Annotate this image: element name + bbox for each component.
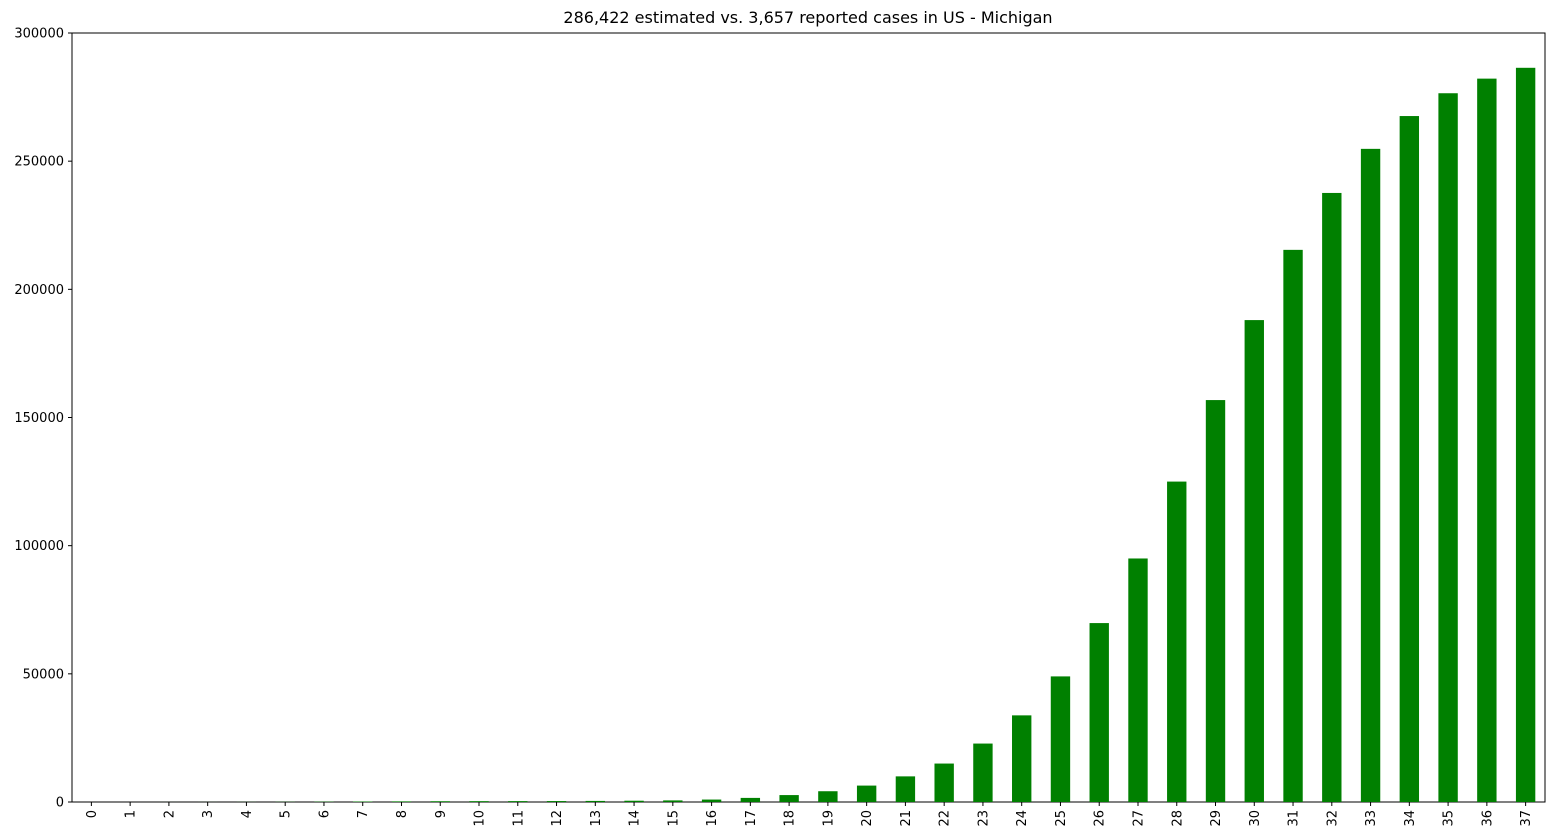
bar-26 [1089, 623, 1109, 802]
x-tick-label: 2 [162, 810, 177, 818]
y-tick-label: 150000 [14, 411, 64, 426]
bars-layer [81, 67, 1536, 803]
bar-36 [1477, 78, 1497, 802]
x-tick-label: 14 [628, 810, 643, 827]
bar-13 [585, 800, 605, 802]
bar-21 [895, 776, 916, 802]
x-tick-label: 32 [1325, 810, 1340, 827]
x-tick-label: 19 [821, 810, 836, 827]
x-tick-label: 11 [511, 810, 526, 827]
bar-16 [701, 799, 722, 802]
x-tick-label: 7 [356, 810, 371, 818]
bar-23 [973, 743, 993, 802]
bar-24 [1012, 715, 1032, 802]
chart-title: 286,422 estimated vs. 3,657 reported cas… [563, 8, 1052, 27]
x-tick-label: 27 [1131, 810, 1146, 827]
x-tick-label: 29 [1209, 810, 1224, 827]
x-tick-label: 12 [550, 810, 565, 827]
y-tick-label: 300000 [14, 27, 64, 42]
y-tick-label: 0 [56, 796, 64, 811]
bar-19 [818, 791, 838, 802]
x-tick-label: 24 [1015, 810, 1030, 827]
x-tick-label: 3 [201, 810, 216, 818]
y-tick-label: 200000 [14, 283, 64, 298]
bar-9 [430, 801, 450, 802]
x-tick-label: 17 [744, 810, 759, 827]
x-tick-label: 36 [1480, 810, 1495, 827]
y-tick-label: 100000 [14, 539, 64, 554]
bar-27 [1128, 558, 1148, 802]
x-tick-label: 0 [85, 810, 100, 818]
bar-18 [779, 795, 799, 802]
y-tick-label: 50000 [23, 667, 64, 682]
bar-34 [1399, 116, 1420, 803]
bar-35 [1438, 93, 1458, 803]
bar-32 [1322, 192, 1342, 802]
x-tick-label: 25 [1054, 810, 1069, 827]
x-tick-label: 16 [705, 810, 720, 827]
x-tick-label: 15 [666, 810, 681, 827]
x-axis: 0 1 2 3 4 5 6 7 8 9 10 11 12 13 14 15 16 17 18 19 20 21 22 23 24… [85, 802, 1534, 827]
bar-29 [1205, 400, 1226, 802]
bar-33 [1360, 148, 1381, 803]
bar-25 [1050, 676, 1071, 802]
x-tick-label: 34 [1403, 810, 1418, 827]
x-tick-label: 20 [860, 810, 875, 827]
bar-37 [1515, 67, 1536, 803]
x-tick-label: 23 [976, 810, 991, 827]
x-tick-label: 30 [1248, 810, 1263, 827]
bar-30 [1244, 320, 1264, 802]
x-tick-label: 28 [1170, 810, 1185, 827]
x-tick-label: 33 [1364, 810, 1379, 827]
bar-31 [1283, 249, 1303, 803]
bar-20 [856, 785, 877, 802]
bar-10 [469, 801, 489, 802]
bar-14 [624, 800, 644, 802]
bar-8 [391, 801, 412, 802]
x-tick-label: 26 [1093, 810, 1108, 827]
x-tick-label: 31 [1287, 810, 1302, 827]
x-tick-label: 37 [1519, 810, 1534, 827]
x-tick-label: 13 [589, 810, 604, 827]
x-tick-label: 22 [938, 810, 953, 827]
x-tick-label: 4 [240, 810, 255, 818]
x-tick-label: 5 [279, 810, 294, 818]
bar-11 [508, 801, 528, 802]
x-tick-label: 9 [434, 810, 449, 818]
x-tick-label: 1 [124, 810, 139, 818]
bar-17 [740, 797, 761, 802]
x-tick-label: 10 [473, 810, 488, 827]
bar-12 [546, 801, 567, 802]
x-tick-label: 21 [899, 810, 914, 827]
x-tick-label: 6 [317, 810, 332, 818]
bar-15 [663, 800, 683, 802]
x-tick-label: 35 [1442, 810, 1457, 827]
bar-22 [934, 763, 954, 802]
y-axis: 0 50000 100000 150000 200000 250000 300000 [14, 27, 72, 811]
y-tick-label: 250000 [14, 155, 64, 170]
x-tick-label: 18 [783, 810, 798, 827]
x-tick-label: 8 [395, 810, 410, 818]
bar-28 [1167, 481, 1187, 802]
